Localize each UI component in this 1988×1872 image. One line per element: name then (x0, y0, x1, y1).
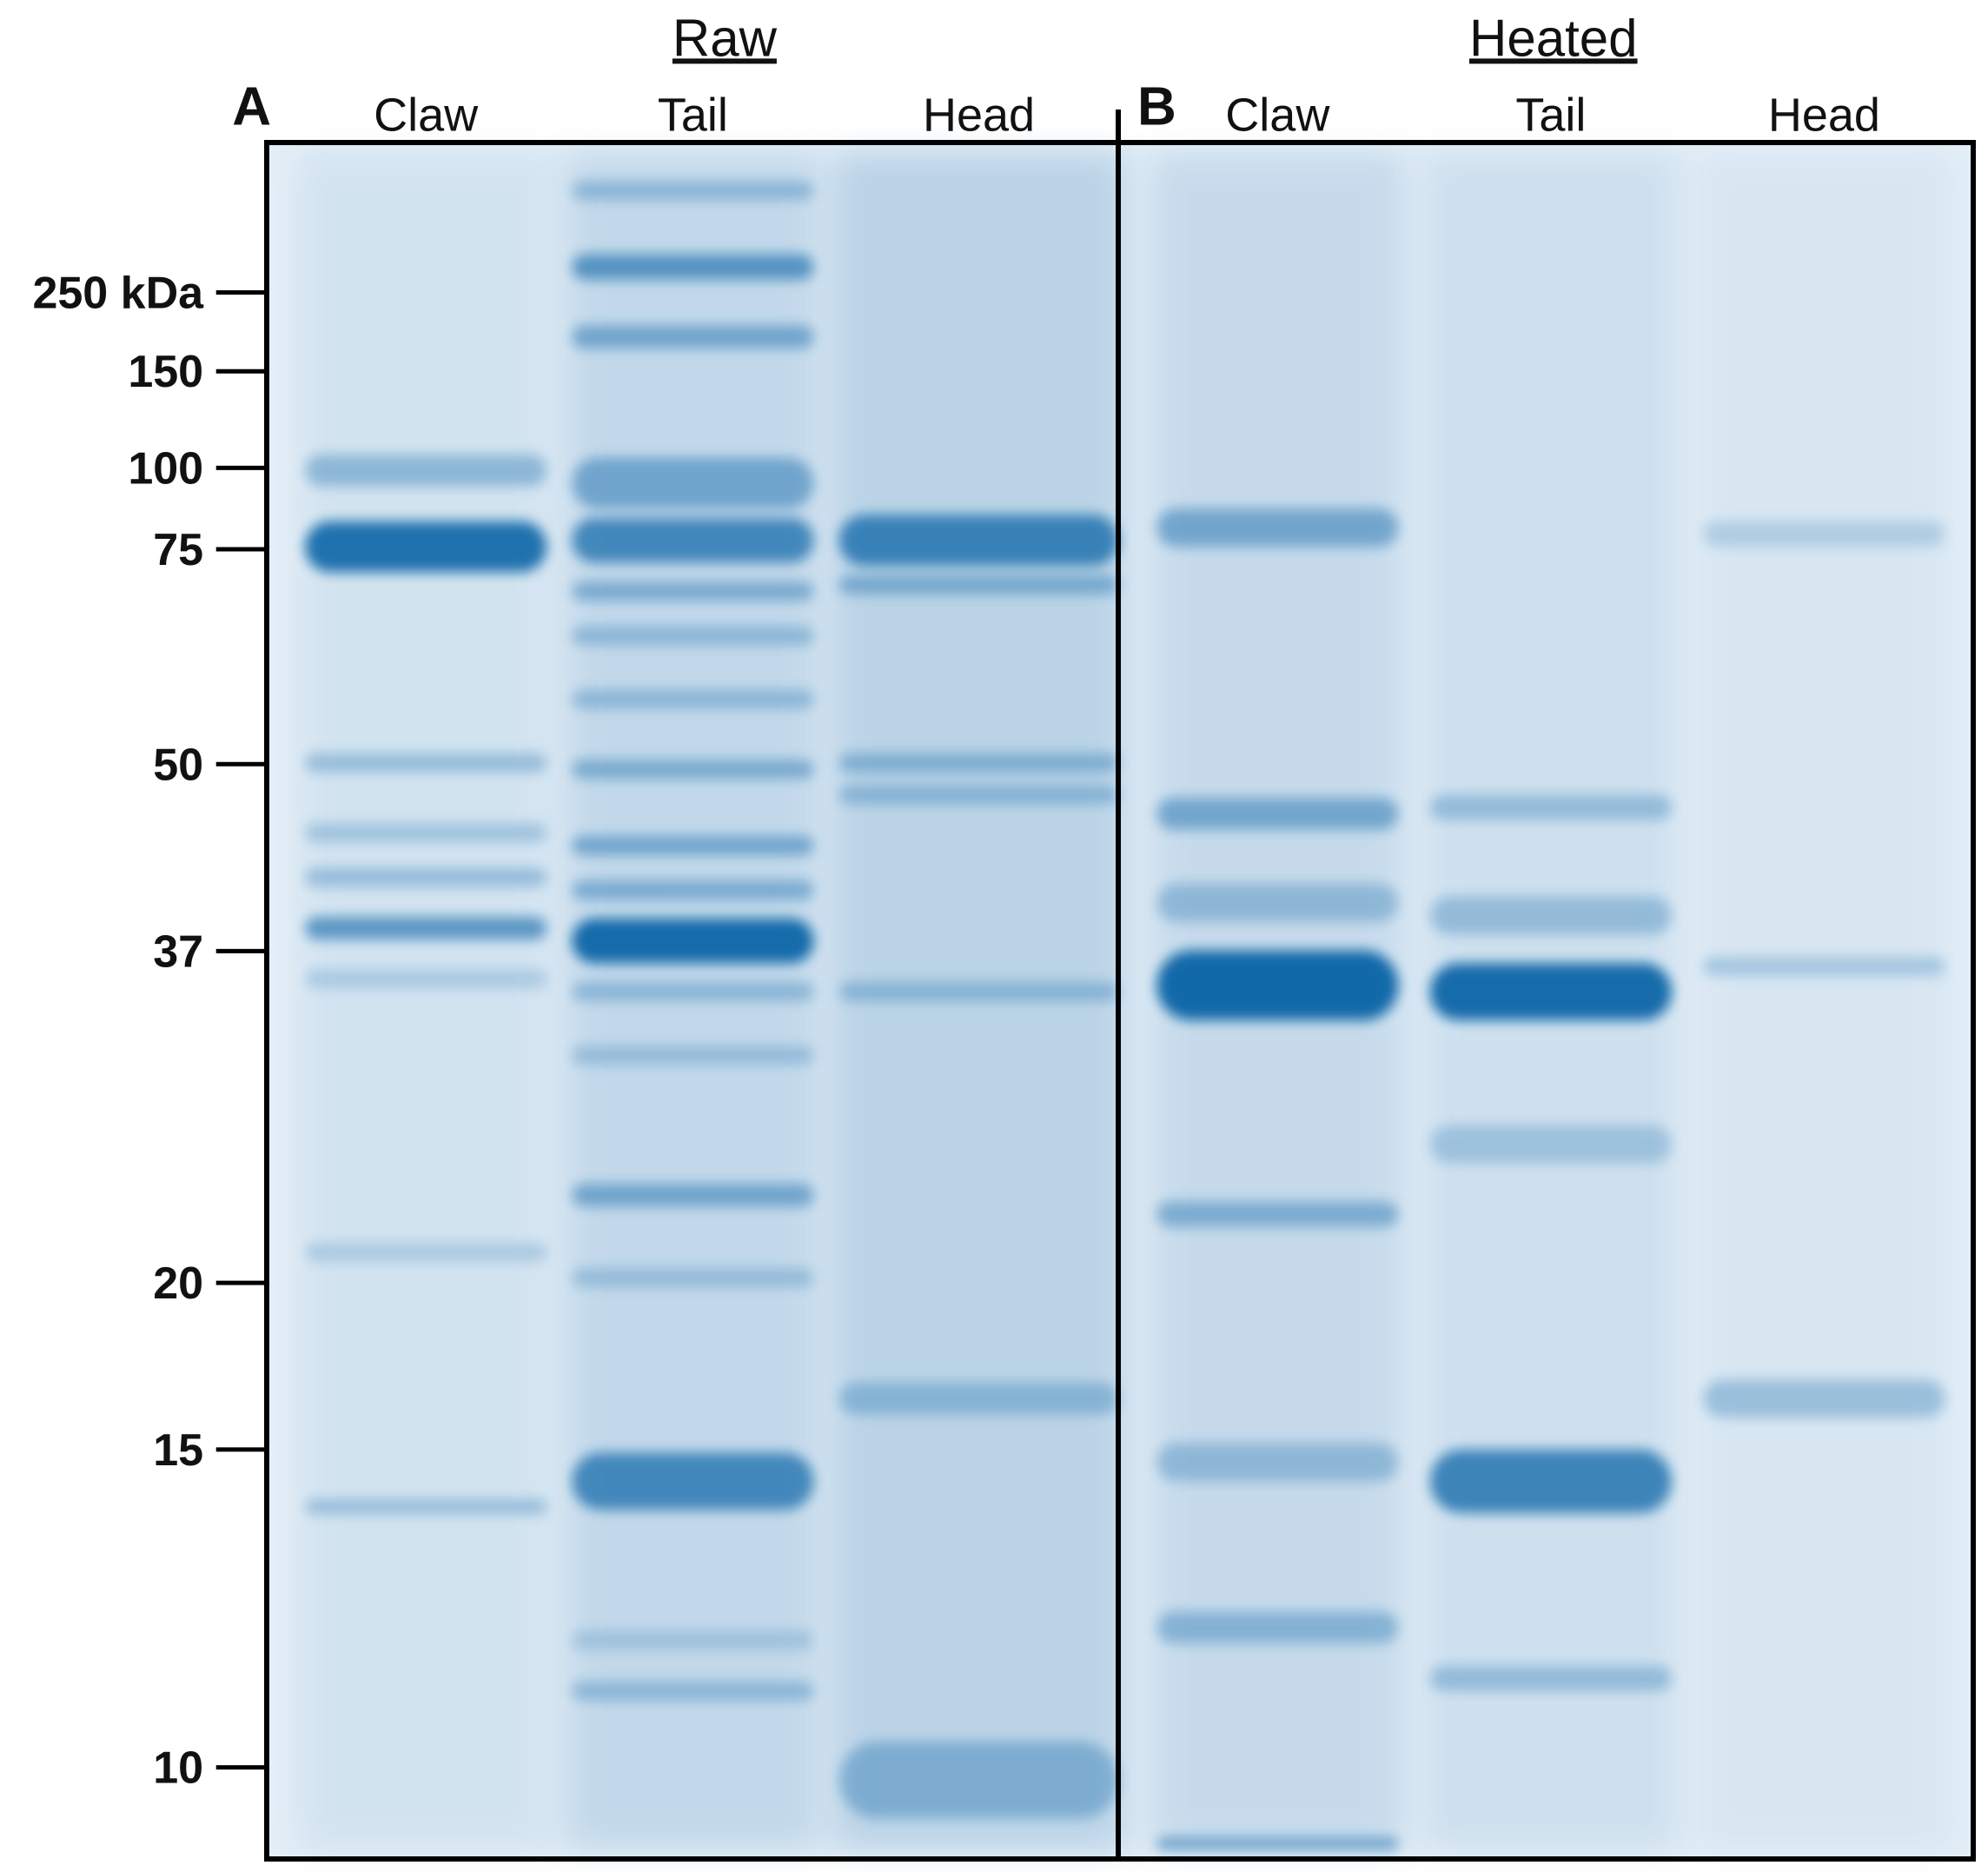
panel-label: A (232, 76, 271, 136)
band (1156, 1201, 1399, 1227)
band (572, 254, 814, 280)
band (1429, 1665, 1672, 1691)
lane-smear (1697, 152, 1952, 1850)
panel-label: B (1137, 76, 1176, 136)
band (305, 753, 547, 773)
marker-label: 20 (153, 1258, 203, 1309)
marker-label: 150 (128, 347, 203, 397)
band (1429, 896, 1672, 935)
lane-smear (298, 152, 553, 1850)
band (572, 325, 814, 349)
band (572, 760, 814, 780)
marker-label: 10 (153, 1743, 203, 1794)
marker-label: 100 (128, 443, 203, 494)
band (572, 982, 814, 1002)
band (1156, 1443, 1399, 1482)
band (1429, 1125, 1672, 1164)
band (1156, 883, 1399, 922)
band (1703, 956, 1945, 976)
band (1703, 1379, 1945, 1418)
band (572, 835, 814, 855)
lane-label: Tail (658, 90, 728, 142)
band (572, 457, 814, 509)
labels: A Raw Claw Tail Head B Heated Claw Tail Head 250 k… (32, 9, 1879, 1793)
band (572, 689, 814, 709)
group-title: Raw (673, 9, 778, 67)
lane-smear (832, 152, 1125, 1850)
band (1156, 508, 1399, 548)
band (1429, 1449, 1672, 1513)
band (838, 1742, 1119, 1819)
lane-label: Claw (374, 90, 479, 142)
band (572, 581, 814, 601)
band (572, 919, 814, 964)
lane-label: Tail (1515, 90, 1586, 142)
band (838, 785, 1119, 805)
band (305, 823, 547, 843)
lane-smear (566, 152, 820, 1850)
band (572, 518, 814, 563)
band (572, 1268, 814, 1288)
band (572, 181, 814, 201)
marker-label: 250 kDa (32, 268, 204, 318)
band (1703, 521, 1945, 548)
band (1429, 963, 1672, 1021)
band (305, 521, 547, 573)
band (838, 982, 1119, 1002)
band (572, 880, 814, 900)
band (305, 455, 547, 487)
band (1156, 1611, 1399, 1643)
band (838, 753, 1119, 773)
lane-label: Head (923, 90, 1035, 142)
group-title: Heated (1469, 9, 1637, 67)
band (838, 575, 1119, 594)
band (572, 1452, 814, 1510)
band (305, 1243, 547, 1263)
band (305, 1498, 547, 1515)
band (1156, 1837, 1399, 1850)
gel-bands (298, 152, 1952, 1850)
marker-label: 15 (153, 1425, 203, 1476)
band (1156, 798, 1399, 830)
band (305, 916, 547, 940)
band (838, 1383, 1119, 1415)
band (1429, 794, 1672, 820)
band (572, 1681, 814, 1701)
lane-label: Head (1768, 90, 1880, 142)
band (572, 626, 814, 646)
band (572, 1046, 814, 1065)
band (838, 514, 1119, 567)
marker-label: 50 (153, 740, 203, 790)
marker-label: 75 (153, 525, 203, 575)
band (572, 1630, 814, 1650)
band (305, 867, 547, 887)
band (305, 969, 547, 989)
band (572, 1184, 814, 1207)
marker-label: 37 (153, 926, 203, 977)
lane-label: Claw (1225, 90, 1330, 142)
band (1156, 950, 1399, 1021)
